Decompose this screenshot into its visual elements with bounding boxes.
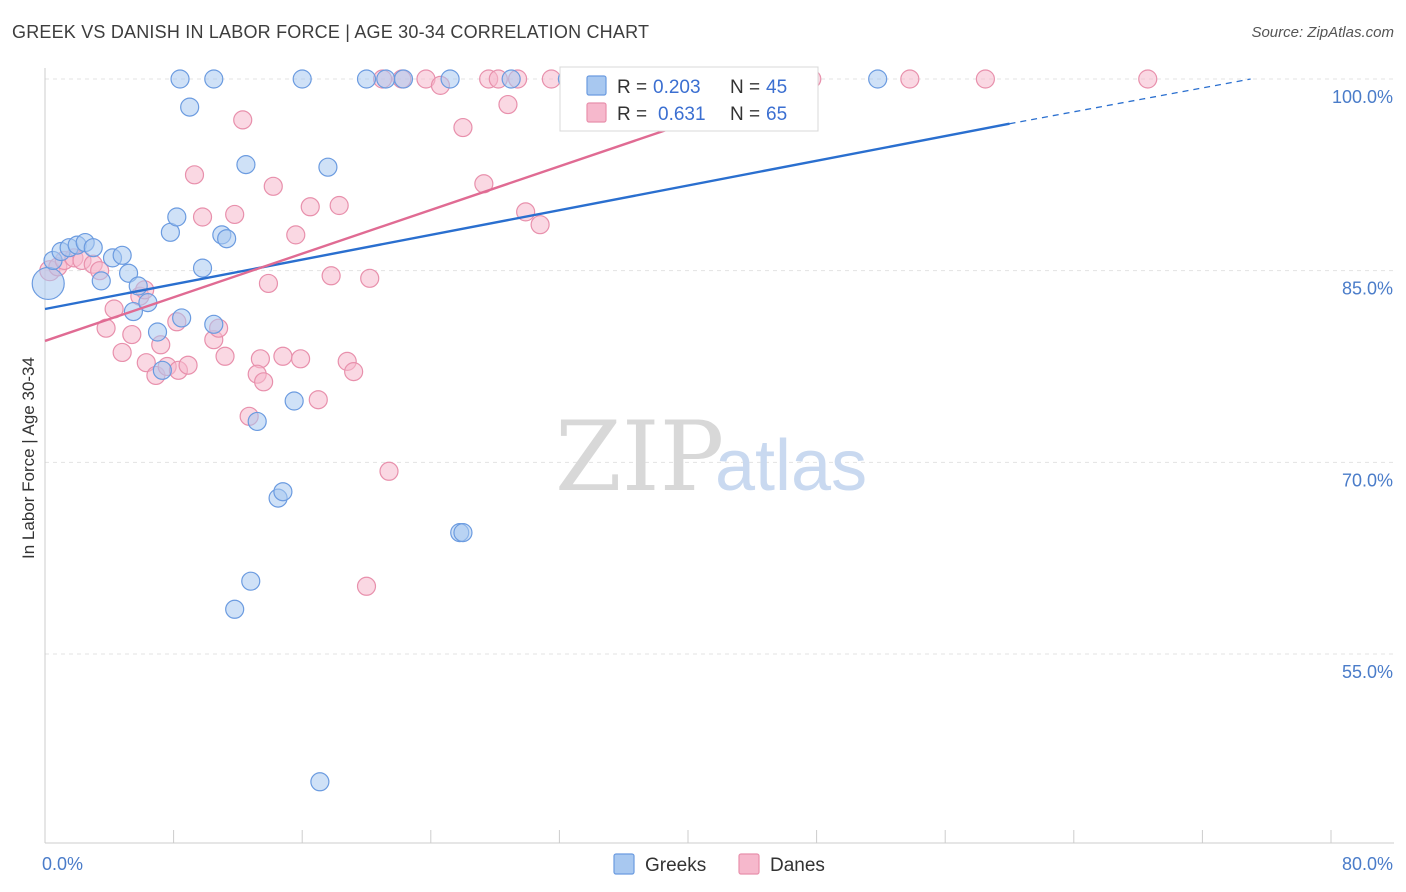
danes-point xyxy=(258,273,279,294)
danes-point xyxy=(273,346,293,366)
watermark-atlas: atlas xyxy=(715,426,867,506)
greeks-point xyxy=(318,157,338,177)
series-danes-points xyxy=(39,69,1158,596)
x-tick-label: 0.0% xyxy=(42,854,83,874)
bottom-legend-swatch-greeks xyxy=(613,853,635,875)
danes-point xyxy=(975,69,995,89)
y-tick-labels: 55.0% 70.0% 85.0% 100.0% xyxy=(1332,87,1393,682)
greeks-point xyxy=(204,314,224,334)
greeks-point xyxy=(440,69,460,89)
bottom-legend-label-greeks: Greeks xyxy=(645,855,706,876)
danes-point xyxy=(263,176,283,196)
series-legend: Greeks Danes xyxy=(613,853,825,876)
greeks-point xyxy=(170,69,190,89)
greeks-point xyxy=(292,69,312,89)
danes-point xyxy=(360,268,380,288)
greeks-point xyxy=(112,245,132,265)
danes-point xyxy=(136,353,156,373)
greeks-point xyxy=(236,155,256,175)
legend-r-value-greeks: 0.203 xyxy=(653,77,701,98)
greeks-point xyxy=(204,69,224,89)
greeks-point xyxy=(501,69,521,89)
danes-point xyxy=(122,324,142,345)
greeks-point xyxy=(180,97,200,117)
danes-point xyxy=(254,372,274,392)
greeks-point xyxy=(91,271,111,291)
danes-point xyxy=(290,349,311,369)
danes-point xyxy=(225,204,245,225)
y-tick-label: 85.0% xyxy=(1342,279,1393,299)
danes-point xyxy=(300,197,320,217)
greeks-point xyxy=(868,69,888,89)
y-tick-label: 100.0% xyxy=(1332,87,1393,107)
greeks-point xyxy=(167,207,187,227)
greeks-point xyxy=(147,322,168,342)
danes-point xyxy=(308,390,328,410)
legend-r-value-danes: 0.631 xyxy=(658,104,706,125)
x-tick-label: 80.0% xyxy=(1342,854,1393,874)
legend-n-value-greeks: 45 xyxy=(766,77,787,98)
greeks-point xyxy=(152,360,172,380)
y-tick-label: 55.0% xyxy=(1342,662,1393,682)
greeks-point xyxy=(284,391,304,411)
bottom-legend-swatch-danes xyxy=(738,853,760,875)
greeks-point xyxy=(172,308,192,328)
watermark-zip: ZIP xyxy=(555,401,724,513)
greeks-point xyxy=(247,411,267,432)
source-label: Source: ZipAtlas.com xyxy=(1251,24,1394,41)
chart-title: GREEK VS DANISH IN LABOR FORCE | AGE 30-… xyxy=(12,22,650,42)
greeks-point xyxy=(376,69,396,89)
bottom-legend-label-danes: Danes xyxy=(770,855,825,876)
greeks-point xyxy=(241,571,261,591)
y-tick-label: 70.0% xyxy=(1342,470,1393,490)
stats-legend: R = 0.203 N = 45 R = 0.631 N = 65 xyxy=(559,66,819,132)
danes-point xyxy=(184,165,205,185)
greeks-point xyxy=(118,263,139,283)
greeks-point xyxy=(310,772,330,792)
danes-point xyxy=(112,342,132,363)
legend-n-value-danes: 65 xyxy=(766,104,787,125)
x-tick-labels: 0.0% 80.0% xyxy=(42,854,1393,874)
danes-point xyxy=(530,215,550,235)
danes-point xyxy=(192,207,213,227)
danes-point xyxy=(356,576,377,596)
trend-line-greeks xyxy=(44,122,1010,311)
greeks-point xyxy=(453,523,473,543)
greeks-point xyxy=(192,258,213,278)
greeks-point xyxy=(225,599,245,619)
legend-n-label-greeks: N = xyxy=(730,77,760,98)
danes-point xyxy=(329,195,349,216)
legend-r-label-greeks: R = xyxy=(617,77,647,98)
greeks-point xyxy=(393,69,414,89)
greeks-point xyxy=(31,266,65,301)
greeks-point xyxy=(217,229,237,249)
danes-point xyxy=(233,110,253,130)
danes-point xyxy=(453,117,473,138)
legend-r-label-danes: R = xyxy=(617,104,647,125)
greeks-point xyxy=(273,482,293,502)
y-axis-label: In Labor Force | Age 30-34 xyxy=(19,357,38,559)
legend-swatch-danes xyxy=(586,102,607,123)
series-greeks-points xyxy=(31,69,888,792)
axes xyxy=(44,68,1394,844)
legend-n-label-danes: N = xyxy=(730,104,760,125)
danes-point xyxy=(178,355,198,375)
danes-point xyxy=(286,225,306,245)
greeks-point xyxy=(83,238,103,258)
legend-swatch-greeks xyxy=(586,75,607,96)
danes-point xyxy=(379,461,399,481)
danes-point xyxy=(344,362,364,382)
danes-point xyxy=(498,94,518,115)
greeks-point xyxy=(356,69,377,89)
danes-point xyxy=(215,346,235,366)
danes-point xyxy=(1138,69,1158,89)
danes-point xyxy=(321,266,341,286)
trend-line-greeks-extension xyxy=(1009,78,1251,125)
danes-point xyxy=(541,69,561,89)
danes-point xyxy=(900,69,920,89)
